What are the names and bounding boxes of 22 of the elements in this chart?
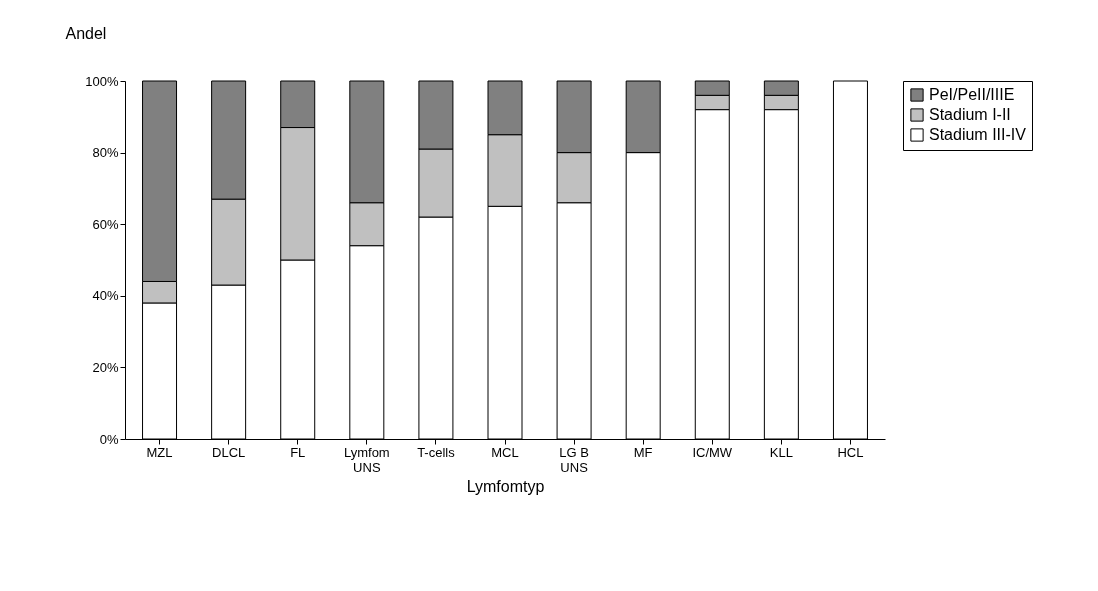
y-tick-label: 60% [92, 216, 119, 232]
x-tick-label: HCL [837, 444, 864, 460]
y-tick-label: 40% [92, 288, 119, 304]
legend-label: PeI/PeII/IIIE [929, 86, 1015, 103]
x-tick-label: LG B UNS [559, 444, 589, 475]
y-tick-label: 80% [92, 145, 119, 161]
x-tick-label: KLL [769, 444, 793, 460]
x-tick-label: Lymfom UNS [343, 444, 390, 475]
x-axis-title: Lymfomtyp [466, 477, 545, 495]
x-tick-label: MCL [491, 444, 519, 460]
y-axis-title: Andel [65, 24, 107, 42]
y-tick-label: 0% [99, 431, 119, 447]
y-tick-label: 100% [85, 73, 119, 89]
x-tick-label: T-cells [417, 444, 456, 460]
x-tick-label: MZL [146, 444, 173, 460]
x-tick-label: MF [633, 444, 653, 460]
x-tick-label: IC/MW [692, 444, 733, 460]
legend-label: Stadium III-IV [929, 126, 1027, 143]
legend-label: Stadium I-II [929, 106, 1011, 123]
x-tick-label: DLCL [212, 444, 246, 460]
y-tick-label: 20% [92, 359, 119, 375]
x-tick-label: FL [290, 444, 306, 460]
